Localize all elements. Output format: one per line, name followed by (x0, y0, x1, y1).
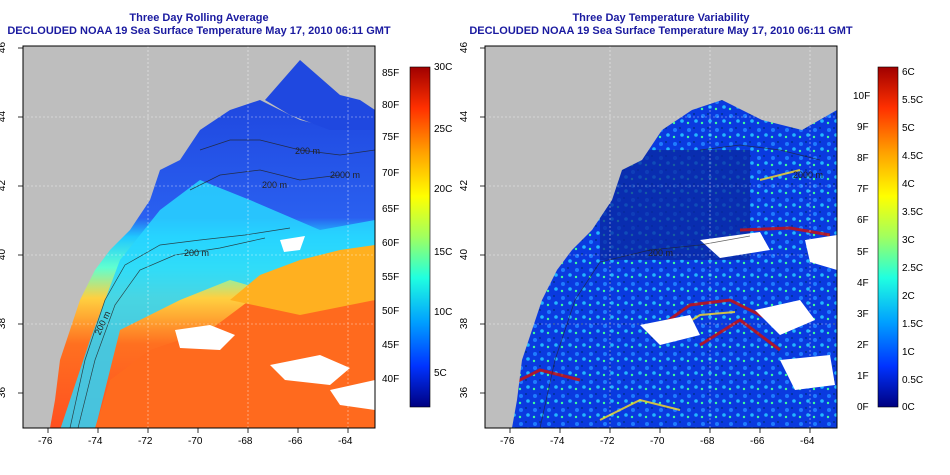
right-y-tick-4: 38 (459, 317, 471, 330)
right-bathymetry-contours (539, 144, 821, 428)
right-y-tick-1: 44 (459, 110, 471, 123)
left-cb-c-3: 15C (434, 247, 453, 258)
right-cb-c-4: 4C (902, 179, 915, 190)
right-cb-f-7: 3F (857, 309, 869, 320)
right-map-title: Three Day Temperature Variability DECLOU… (460, 12, 862, 38)
left-cb-f-2: 75F (382, 132, 400, 143)
right-cb-f-6: 4F (857, 278, 869, 289)
left-land (23, 46, 375, 428)
right-cb-f-5: 5F (857, 247, 869, 258)
left-title-line1: Three Day Rolling Average (129, 12, 269, 24)
axis-ticks (18, 47, 811, 433)
right-x-tick-3: -70 (650, 436, 665, 447)
left-cloud-1 (175, 325, 235, 350)
right-y-tick-0: 46 (459, 41, 471, 54)
left-x-tick-6: -64 (338, 436, 353, 447)
right-cloud-3 (755, 300, 815, 335)
left-cb-f-6: 55F (382, 272, 400, 283)
left-y-tick-2: 42 (0, 179, 9, 192)
left-map-title: Three Day Rolling Average DECLOUDED NOAA… (0, 12, 398, 38)
left-cloud-2 (270, 355, 350, 385)
left-cb-c-5: 5C (434, 368, 447, 379)
left-contour-label-4: 200 m (184, 248, 210, 258)
right-map-plot (485, 46, 837, 428)
left-cb-f-0: 85F (382, 68, 400, 79)
right-cb-c-9: 1.5C (902, 319, 924, 330)
right-cb-f-2: 8F (857, 153, 869, 164)
right-x-tick-0: -76 (500, 436, 515, 447)
right-cb-c-8: 2C (902, 291, 915, 302)
right-land (485, 46, 837, 428)
left-title-line2: DECLOUDED NOAA 19 Sea Surface Temperatur… (7, 25, 391, 37)
right-contour-label-2: 200 m (648, 248, 674, 258)
left-y-tick-3: 40 (0, 248, 9, 261)
right-colorbar (877, 66, 899, 408)
left-bathymetry-contours (69, 139, 375, 428)
right-cb-f-4: 6F (857, 215, 869, 226)
right-y-tick-5: 36 (459, 386, 471, 399)
right-cb-f-3: 7F (857, 184, 869, 195)
right-x-tick-4: -68 (700, 436, 715, 447)
right-cb-f-8: 2F (857, 340, 869, 351)
right-cb-f-10: 0F (857, 402, 869, 413)
left-cb-f-4: 65F (382, 204, 400, 215)
right-cb-c-3: 4.5C (902, 151, 924, 162)
left-map-plot (23, 46, 375, 428)
left-x-tick-5: -66 (288, 436, 303, 447)
right-cloud-2 (640, 315, 700, 345)
right-x-tick-5: -66 (750, 436, 765, 447)
left-colorbar (409, 66, 431, 408)
left-contour-label-1: 200 m (295, 146, 321, 156)
right-cb-c-1: 5.5C (902, 95, 924, 106)
right-cb-f-1: 9F (857, 122, 869, 133)
right-x-tick-1: -74 (550, 436, 565, 447)
right-x-tick-6: -64 (800, 436, 815, 447)
right-cb-f-0: 10F (853, 91, 871, 102)
right-contour-label-1: 2000 m (793, 170, 824, 180)
left-contour-label-2: 2000 m (330, 170, 361, 180)
left-x-tick-3: -70 (188, 436, 203, 447)
left-y-tick-5: 36 (0, 386, 9, 399)
right-cb-c-6: 3C (902, 235, 915, 246)
right-y-tick-2: 42 (459, 179, 471, 192)
left-cloud-3 (330, 380, 375, 410)
left-cb-c-0: 30C (434, 62, 453, 73)
right-cb-c-2: 5C (902, 123, 915, 134)
left-cb-f-5: 60F (382, 238, 400, 249)
left-y-tick-1: 44 (0, 110, 9, 123)
left-map-frame (22, 45, 376, 429)
right-cb-c-12: 0C (902, 402, 915, 413)
left-cb-c-1: 25C (434, 124, 453, 135)
left-cb-f-8: 45F (382, 340, 400, 351)
left-cb-c-4: 10C (434, 307, 453, 318)
left-contour-label-3: 200 m (262, 180, 288, 190)
left-x-tick-2: -72 (138, 436, 153, 447)
left-cb-c-2: 20C (434, 184, 453, 195)
left-y-tick-4: 38 (0, 317, 9, 330)
right-cb-c-11: 0.5C (902, 375, 924, 386)
right-cb-c-0: 6C (902, 67, 915, 78)
left-cb-f-3: 70F (382, 168, 400, 179)
right-cb-c-7: 2.5C (902, 263, 924, 274)
right-map-frame (484, 45, 838, 429)
left-cb-f-7: 50F (382, 306, 400, 317)
right-title-line1: Three Day Temperature Variability (572, 12, 750, 24)
left-cb-f-1: 80F (382, 100, 400, 111)
left-y-tick-0: 46 (0, 41, 9, 54)
right-title-line2: DECLOUDED NOAA 19 Sea Surface Temperatur… (469, 25, 853, 37)
right-cloud-1 (700, 232, 770, 258)
right-x-tick-2: -72 (600, 436, 615, 447)
right-y-tick-3: 40 (459, 248, 471, 261)
left-x-tick-4: -68 (238, 436, 253, 447)
right-cb-c-5: 3.5C (902, 207, 924, 218)
right-cb-f-9: 1F (857, 371, 869, 382)
left-x-tick-1: -74 (88, 436, 103, 447)
left-cb-f-9: 40F (382, 374, 400, 385)
right-cb-c-10: 1C (902, 347, 915, 358)
left-x-tick-0: -76 (38, 436, 53, 447)
